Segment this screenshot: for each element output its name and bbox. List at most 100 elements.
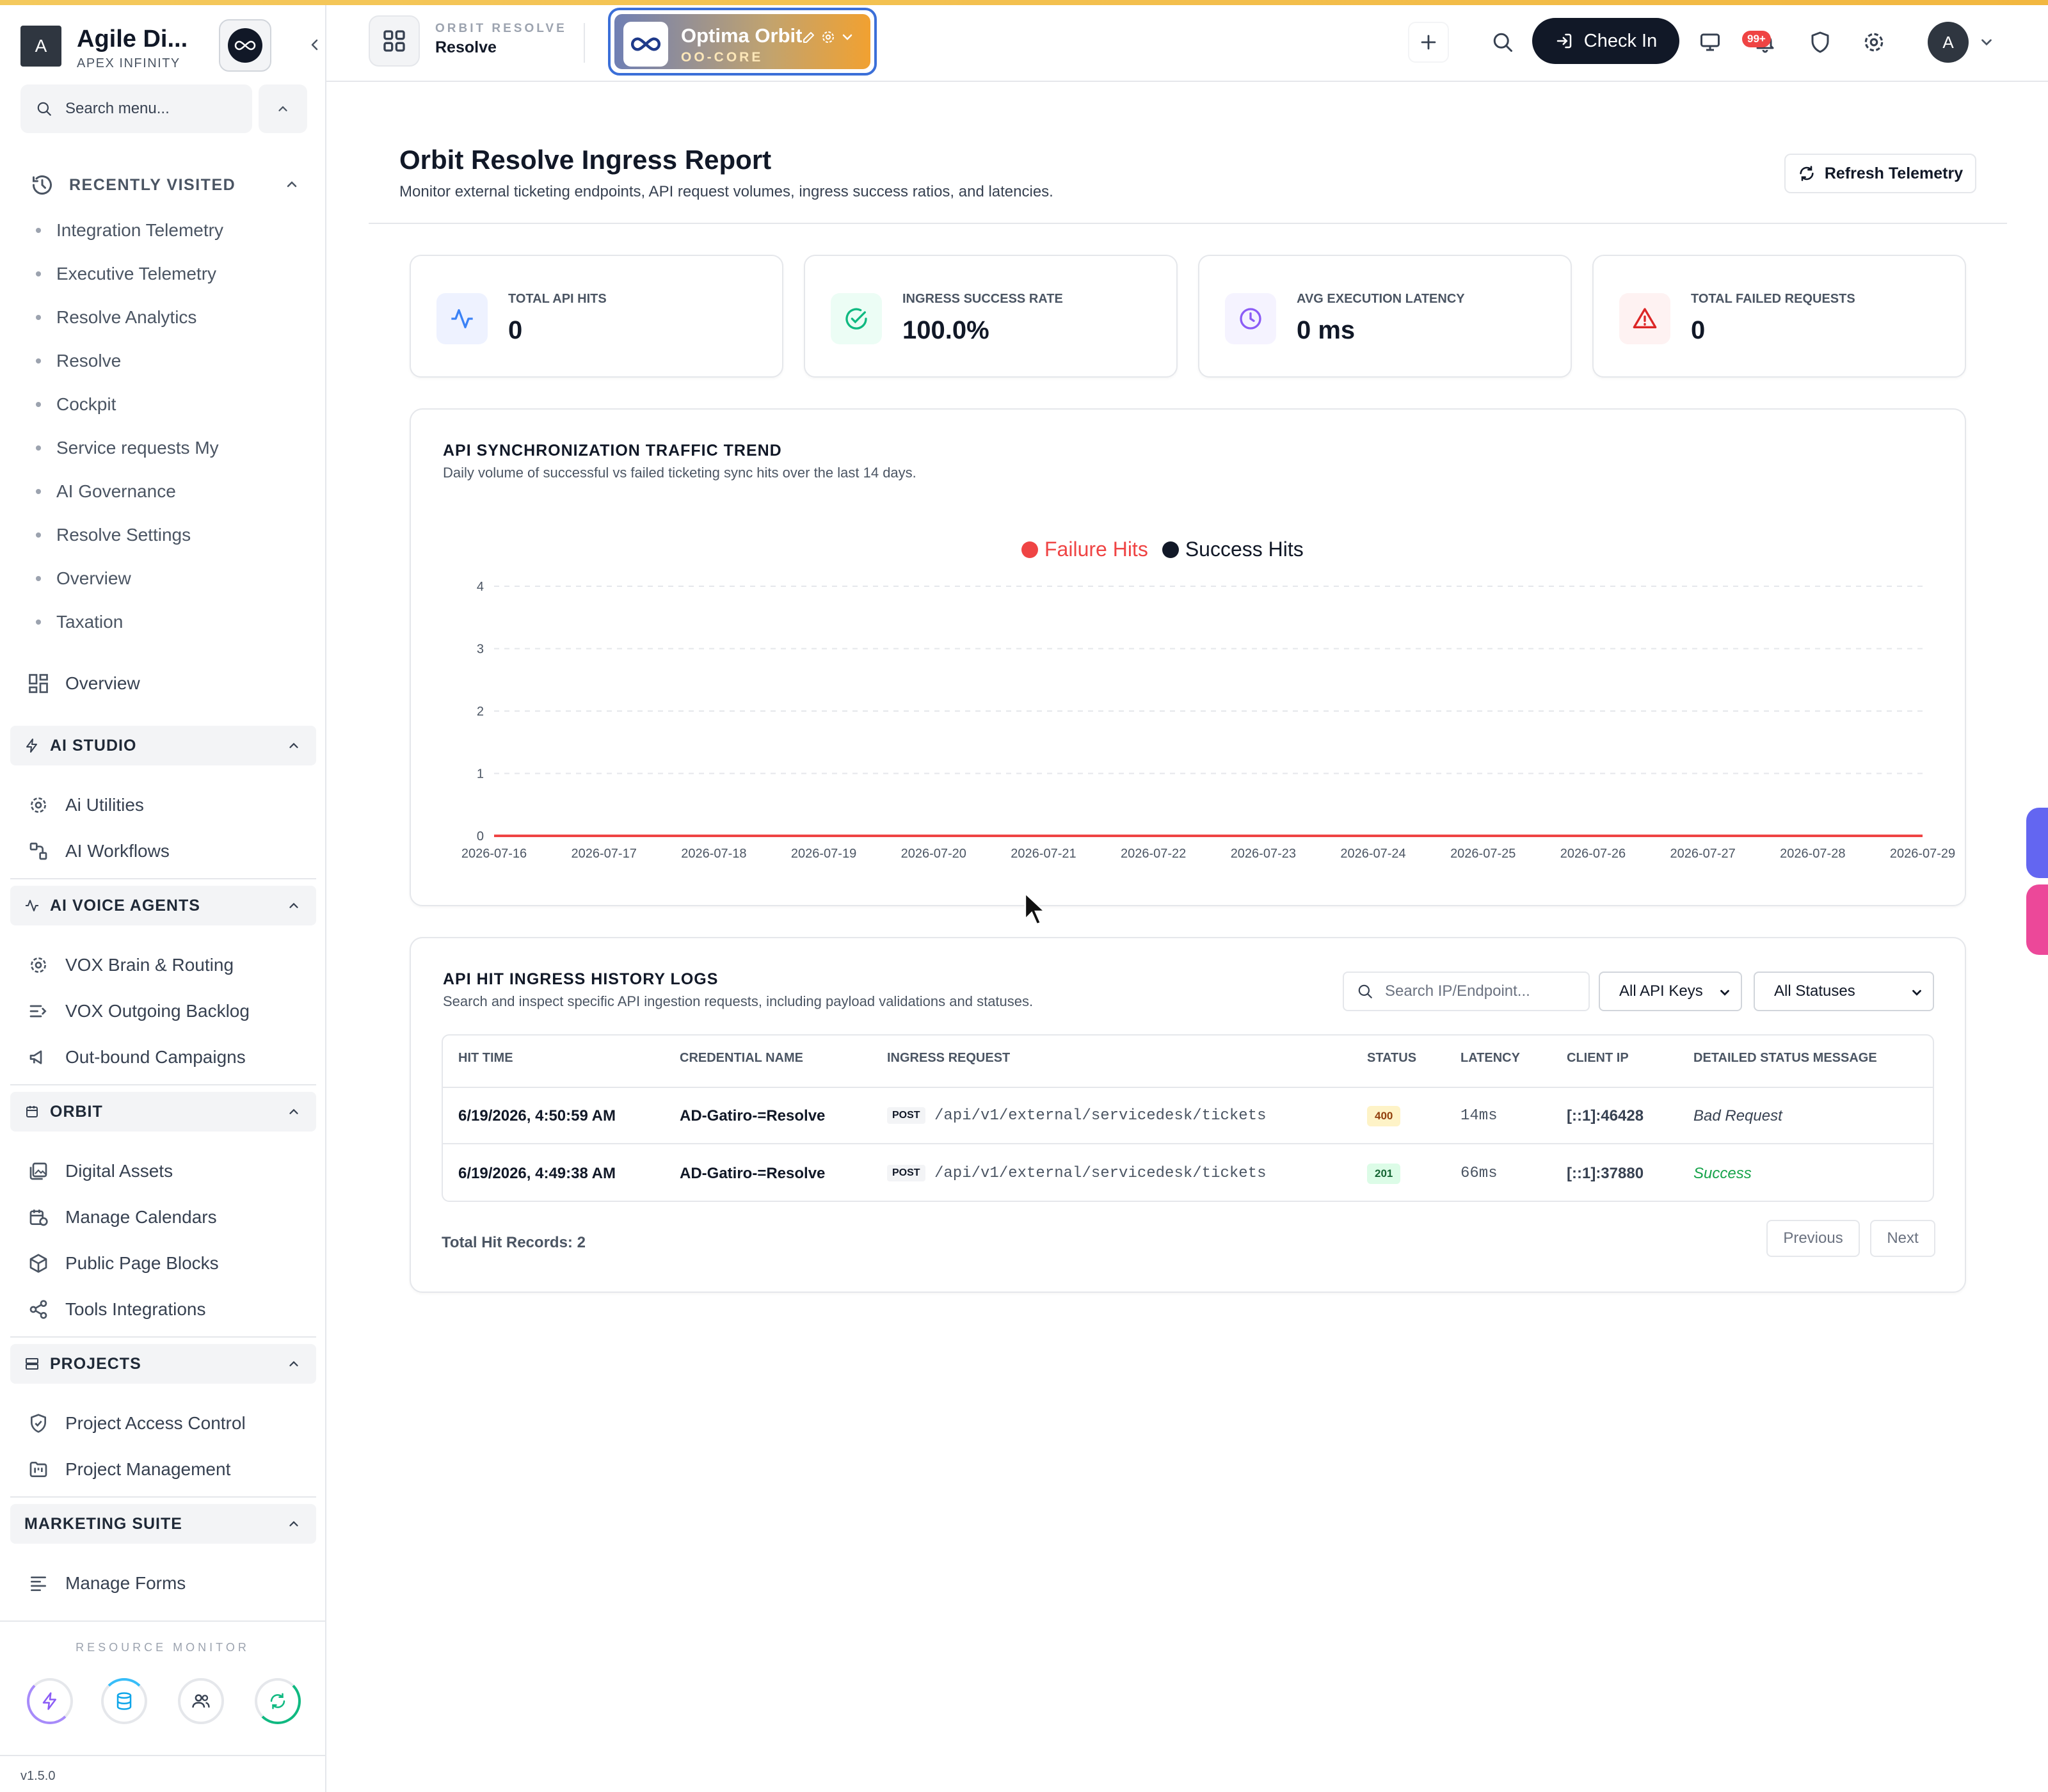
users-gauge[interactable] — [178, 1678, 224, 1724]
recent-item-label: Integration Telemetry — [56, 220, 223, 240]
plus-icon — [1421, 35, 1436, 50]
bullet-dot — [36, 620, 41, 625]
brand-avatar[interactable]: A — [20, 26, 61, 67]
gear-icon[interactable] — [820, 29, 836, 45]
user-menu-toggle[interactable] — [1974, 22, 1999, 63]
sidebar-item-manage-forms[interactable]: Manage Forms — [26, 1564, 307, 1603]
menu-collapse-toggle[interactable] — [259, 84, 307, 133]
previous-page-button[interactable]: Previous — [1766, 1220, 1860, 1257]
section-ai-voice-agents[interactable]: AI VOICE AGENTS — [10, 886, 316, 925]
recent-item[interactable]: Resolve Analytics — [36, 296, 305, 339]
recent-item[interactable]: Resolve — [36, 339, 305, 383]
edit-icon[interactable] — [801, 29, 817, 45]
ingress-logs-card: API HIT INGRESS HISTORY LOGS Search and … — [410, 937, 1966, 1293]
settings-button[interactable] — [1853, 22, 1894, 63]
gear-icon — [26, 952, 51, 978]
section-marketing-suite[interactable]: MARKETING SUITE — [10, 1504, 316, 1544]
chevron-up-icon — [289, 1361, 298, 1366]
monitor-button[interactable] — [1690, 22, 1731, 63]
search-menu-input[interactable]: Search menu... — [20, 84, 252, 133]
recent-item-label: Cockpit — [56, 394, 116, 414]
column-header: STATUS — [1367, 1051, 1417, 1065]
section-ai-studio[interactable]: AI STUDIO — [10, 726, 316, 765]
server-icon — [26, 1358, 38, 1370]
sidebar-item-ai-workflows[interactable]: AI Workflows — [26, 832, 307, 870]
sidebar-item-public-page-blocks[interactable]: Public Page Blocks — [26, 1244, 307, 1283]
status-filter-select[interactable]: All Statuses — [1754, 972, 1934, 1011]
refresh-telemetry-button[interactable]: Refresh Telemetry — [1784, 154, 1976, 193]
next-page-button[interactable]: Next — [1870, 1220, 1935, 1257]
app-version: v1.5.0 — [0, 1755, 325, 1792]
shield-icon — [1811, 31, 1829, 53]
api-keys-filter-select[interactable]: All API Keys — [1599, 972, 1742, 1011]
global-search-button[interactable] — [1482, 22, 1523, 63]
top-header: ORBIT RESOLVE Resolve Optima Orbit OO-CO… — [326, 5, 2048, 82]
table-row[interactable]: 6/19/2026, 4:50:59 AM AD-Gatiro-=Resolve… — [443, 1088, 1933, 1144]
floating-feedback-tab[interactable] — [2026, 884, 2048, 955]
recent-item[interactable]: Cockpit — [36, 383, 305, 426]
cpu-gauge[interactable] — [27, 1678, 73, 1724]
chevron-down-icon — [1912, 989, 1921, 996]
sidebar-item-label: AI Workflows — [65, 841, 170, 861]
sidebar-item-project-management[interactable]: Project Management — [26, 1450, 307, 1489]
credential-name: AD-Gatiro-=Resolve — [680, 1165, 826, 1182]
kpi-ingress-success-rate: INGRESS SUCCESS RATE 100.0% — [804, 255, 1178, 378]
x-tick-label: 2026-07-19 — [791, 847, 856, 861]
recent-item[interactable]: Taxation — [36, 600, 305, 644]
check-in-button[interactable]: Check In — [1532, 18, 1679, 64]
recent-item[interactable]: Integration Telemetry — [36, 209, 305, 252]
database-gauge[interactable] — [101, 1678, 147, 1724]
column-header: HIT TIME — [458, 1051, 513, 1065]
folder-kanban-icon — [26, 1457, 51, 1482]
sidebar-item-project-access-control[interactable]: Project Access Control — [26, 1404, 307, 1443]
recent-item[interactable]: Resolve Settings — [36, 513, 305, 557]
dashboard-grid-icon — [26, 671, 51, 696]
legend-item-success[interactable]: Success Hits — [1162, 538, 1304, 561]
sync-gauge[interactable] — [255, 1678, 301, 1724]
section-projects[interactable]: PROJECTS — [10, 1344, 316, 1384]
floating-assistant-tab[interactable] — [2026, 808, 2048, 878]
sidebar-item-tools-integrations[interactable]: Tools Integrations — [26, 1290, 307, 1329]
legend-item-failure[interactable]: Failure Hits — [1021, 538, 1148, 561]
sidebar-item-manage-calendars[interactable]: Manage Calendars — [26, 1198, 307, 1236]
add-button[interactable] — [1408, 22, 1449, 63]
bullet-dot — [36, 271, 41, 276]
sidebar-item-ai-utilities[interactable]: Ai Utilities — [26, 786, 307, 824]
card-title: API HIT INGRESS HISTORY LOGS — [443, 970, 719, 988]
sidebar-item-overview[interactable]: Overview — [26, 664, 307, 703]
section-orbit[interactable]: ORBIT — [10, 1092, 316, 1132]
sidebar-item-digital-assets[interactable]: Digital Assets — [26, 1152, 307, 1190]
recent-item[interactable]: Executive Telemetry — [36, 252, 305, 296]
recent-item[interactable]: Overview — [36, 557, 305, 600]
select-value: All API Keys — [1619, 982, 1703, 1000]
kpi-value: 0 ms — [1297, 316, 1356, 344]
logs-search-input[interactable]: Search IP/Endpoint... — [1343, 972, 1590, 1011]
sidebar-item-vox-brain[interactable]: VOX Brain & Routing — [26, 946, 307, 984]
sidebar-collapse-button[interactable] — [302, 32, 328, 58]
traffic-trend-card: API SYNCHRONIZATION TRAFFIC TREND Daily … — [410, 408, 1966, 906]
recently-visited-header[interactable]: RECENTLY VISITED — [31, 169, 300, 201]
app-launcher-button[interactable] — [369, 15, 420, 67]
recent-item[interactable]: Service requests My — [36, 426, 305, 470]
security-button[interactable] — [1800, 22, 1841, 63]
chevron-down-icon[interactable] — [840, 29, 855, 45]
recent-item-label: Taxation — [56, 612, 124, 632]
recent-item-label: AI Governance — [56, 481, 176, 501]
sidebar-item-label: VOX Outgoing Backlog — [65, 1001, 250, 1021]
sidebar-item-label: Out-bound Campaigns — [65, 1047, 246, 1067]
top-accent-bar — [0, 0, 2048, 5]
recent-item-label: Executive Telemetry — [56, 264, 217, 284]
divider — [10, 878, 316, 879]
recent-item[interactable]: AI Governance — [36, 470, 305, 513]
table-row[interactable]: 6/19/2026, 4:49:38 AM AD-Gatiro-=Resolve… — [443, 1146, 1933, 1201]
brand-logo[interactable] — [219, 19, 271, 72]
kpi-total-api-hits: TOTAL API HITS 0 — [410, 255, 783, 378]
sidebar-item-outbound-campaigns[interactable]: Out-bound Campaigns — [26, 1038, 307, 1076]
section-title: AI STUDIO — [50, 736, 137, 755]
client-ip: [::1]:46428 — [1567, 1107, 1644, 1124]
recent-item-label: Service requests My — [56, 438, 219, 458]
organization-switcher[interactable]: Optima Orbit OO-CORE — [608, 8, 877, 76]
sidebar-item-vox-outgoing[interactable]: VOX Outgoing Backlog — [26, 992, 307, 1030]
calendar-clock-icon — [26, 1204, 51, 1230]
user-avatar[interactable]: A — [1928, 22, 1969, 63]
